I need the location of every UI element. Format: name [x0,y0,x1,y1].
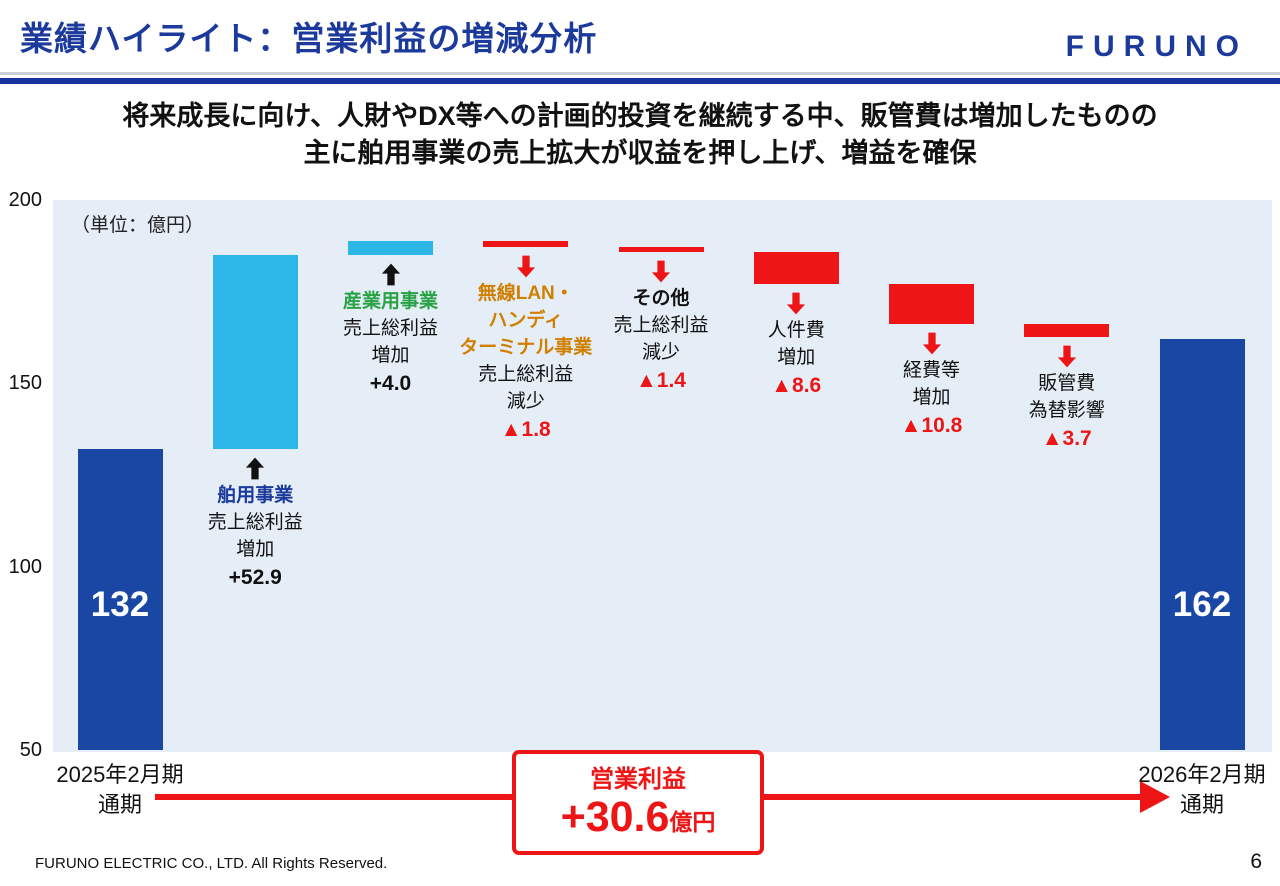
annotation-line: 増加 [236,539,275,561]
decrease-arrow-icon [847,332,1017,357]
decrease-arrow-icon [711,292,881,317]
waterfall-bar-industrial-business [348,240,433,256]
furuno-logo: FURUNO [1065,30,1248,63]
increase-arrow-icon [306,263,476,288]
summary-unit: 億円 [669,808,716,835]
annotation-line: 為替影響 [1028,400,1105,422]
annotation-industrial-business: 産業用事業売上総利益増加 +4.0 [306,263,476,398]
annotation-line: 舶用事業 [217,485,294,507]
y-axis-tick-100: 100 [8,555,42,578]
annotation-line: 売上総利益 [613,315,709,337]
annotation-line: その他 [632,288,690,310]
slide-subtitle: 将来成長に向け、人財やDX等への計画的投資を継続する中、販管費は増加したものの … [0,98,1280,172]
annotation-sga-forex-impact: 販管費為替影響 ▲3.7 [982,345,1152,453]
annotation-line: 売上総利益 [207,512,303,534]
waterfall-bar-expenses [889,283,974,324]
y-axis-tick-50: 50 [19,739,42,761]
annotation-line: 減少 [506,391,545,413]
annotation-line: 増加 [912,386,951,408]
annotation-line: ▲8.6 [771,373,822,397]
x-axis-label-line: 通期 [97,792,142,817]
annotation-line: ▲1.4 [636,369,686,393]
annotation-line: 増加 [371,345,410,367]
waterfall-bar-marine-business [212,255,298,450]
waterfall-bar-personnel-costs [753,252,839,284]
waterfall-bar-wireless-lan-handy-terminal [483,240,569,248]
annotation-expenses: 経費等増加 ▲10.8 [847,332,1017,440]
chart-plot-area: （単位：億円） 132 2025年2月期 通期 舶用事業 売上総利益 増加 +52.9 産業用… [53,200,1272,817]
annotation-line: ハンディ [488,310,564,332]
x-axis-label-fy2026-total: 2026年2月期 通期 [1112,760,1280,820]
x-axis-label-line: 通期 [1179,792,1224,817]
annotation-line: ▲1.8 [500,418,551,442]
y-axis-tick-150: 150 [8,372,42,395]
annotation-line: 売上総利益 [342,318,438,340]
decrease-arrow-icon [441,255,611,280]
annotation-line: ▲3.7 [1041,427,1092,451]
annotation-personnel-costs: 人件費増加 ▲8.6 [711,292,881,400]
waterfall-bar-fy2025-total [77,449,163,750]
copyright-text: FURUNO ELECTRIC CO., LTD. All Rights Res… [35,855,388,872]
annotation-marine-business: 舶用事業売上総利益増加 +52.9 [170,457,340,592]
x-axis-label-line: 2025年2月期 [56,762,184,787]
increase-arrow-icon [170,457,340,482]
annotation-line: 増加 [777,346,816,368]
annotation-line: ▲10.8 [900,413,963,437]
annotation-line: 経費等 [902,359,960,381]
annotation-line: 販管費 [1038,373,1096,395]
subtitle-line-1: 将来成長に向け、人財やDX等への計画的投資を継続する中、販管費は増加したものの [122,101,1158,131]
subtitle-line-2: 主に舶用事業の売上拡大が収益を押し上げ、増益を確保 [303,138,977,168]
annotation-line: 減少 [641,342,680,364]
annotation-line: +52.9 [228,566,282,590]
summary-value: +30.6 [560,792,670,841]
annotation-line: 無線LAN・ [477,283,574,305]
unit-label: （単位：億円） [71,215,205,236]
annotation-line: 人件費 [767,319,825,341]
waterfall-bar-fy2026-total [1159,339,1245,750]
x-axis-label-fy2025-total: 2025年2月期 通期 [30,760,210,820]
page-title: 業績ハイライト：営業利益の増減分析 [20,20,598,57]
annotation-others: その他売上総利益減少 ▲1.4 [576,260,746,395]
summary-arrow-head-icon [1140,781,1170,813]
y-axis-tick-200: 200 [8,189,42,211]
header-divider-silver [0,72,1280,75]
annotation-line: 産業用事業 [342,291,438,313]
bar-value-fy2026-total: 162 [1172,585,1232,624]
annotation-wireless-lan-handy-terminal: 無線LAN・ ハンディターミナル事業 売上総利益減少 ▲1.8 [441,255,611,444]
summary-label: 営業利益 [590,765,686,793]
waterfall-bar-sga-forex-impact [1024,323,1110,338]
annotation-line: 売上総利益 [478,364,574,386]
summary-value-row: +30.6 億円 [561,794,716,840]
annotation-line: ターミナル事業 [459,337,593,359]
header-divider-navy [0,78,1280,84]
page-number: 6 [1250,850,1262,873]
decrease-arrow-icon [576,260,746,285]
decrease-arrow-icon [982,345,1152,370]
bar-value-fy2025-total: 132 [90,585,150,624]
operating-profit-summary-box: 営業利益 +30.6 億円 [512,750,764,855]
annotation-line: +4.0 [369,372,412,396]
x-axis-label-line: 2026年2月期 [1138,762,1266,787]
waterfall-bar-others [618,247,704,253]
